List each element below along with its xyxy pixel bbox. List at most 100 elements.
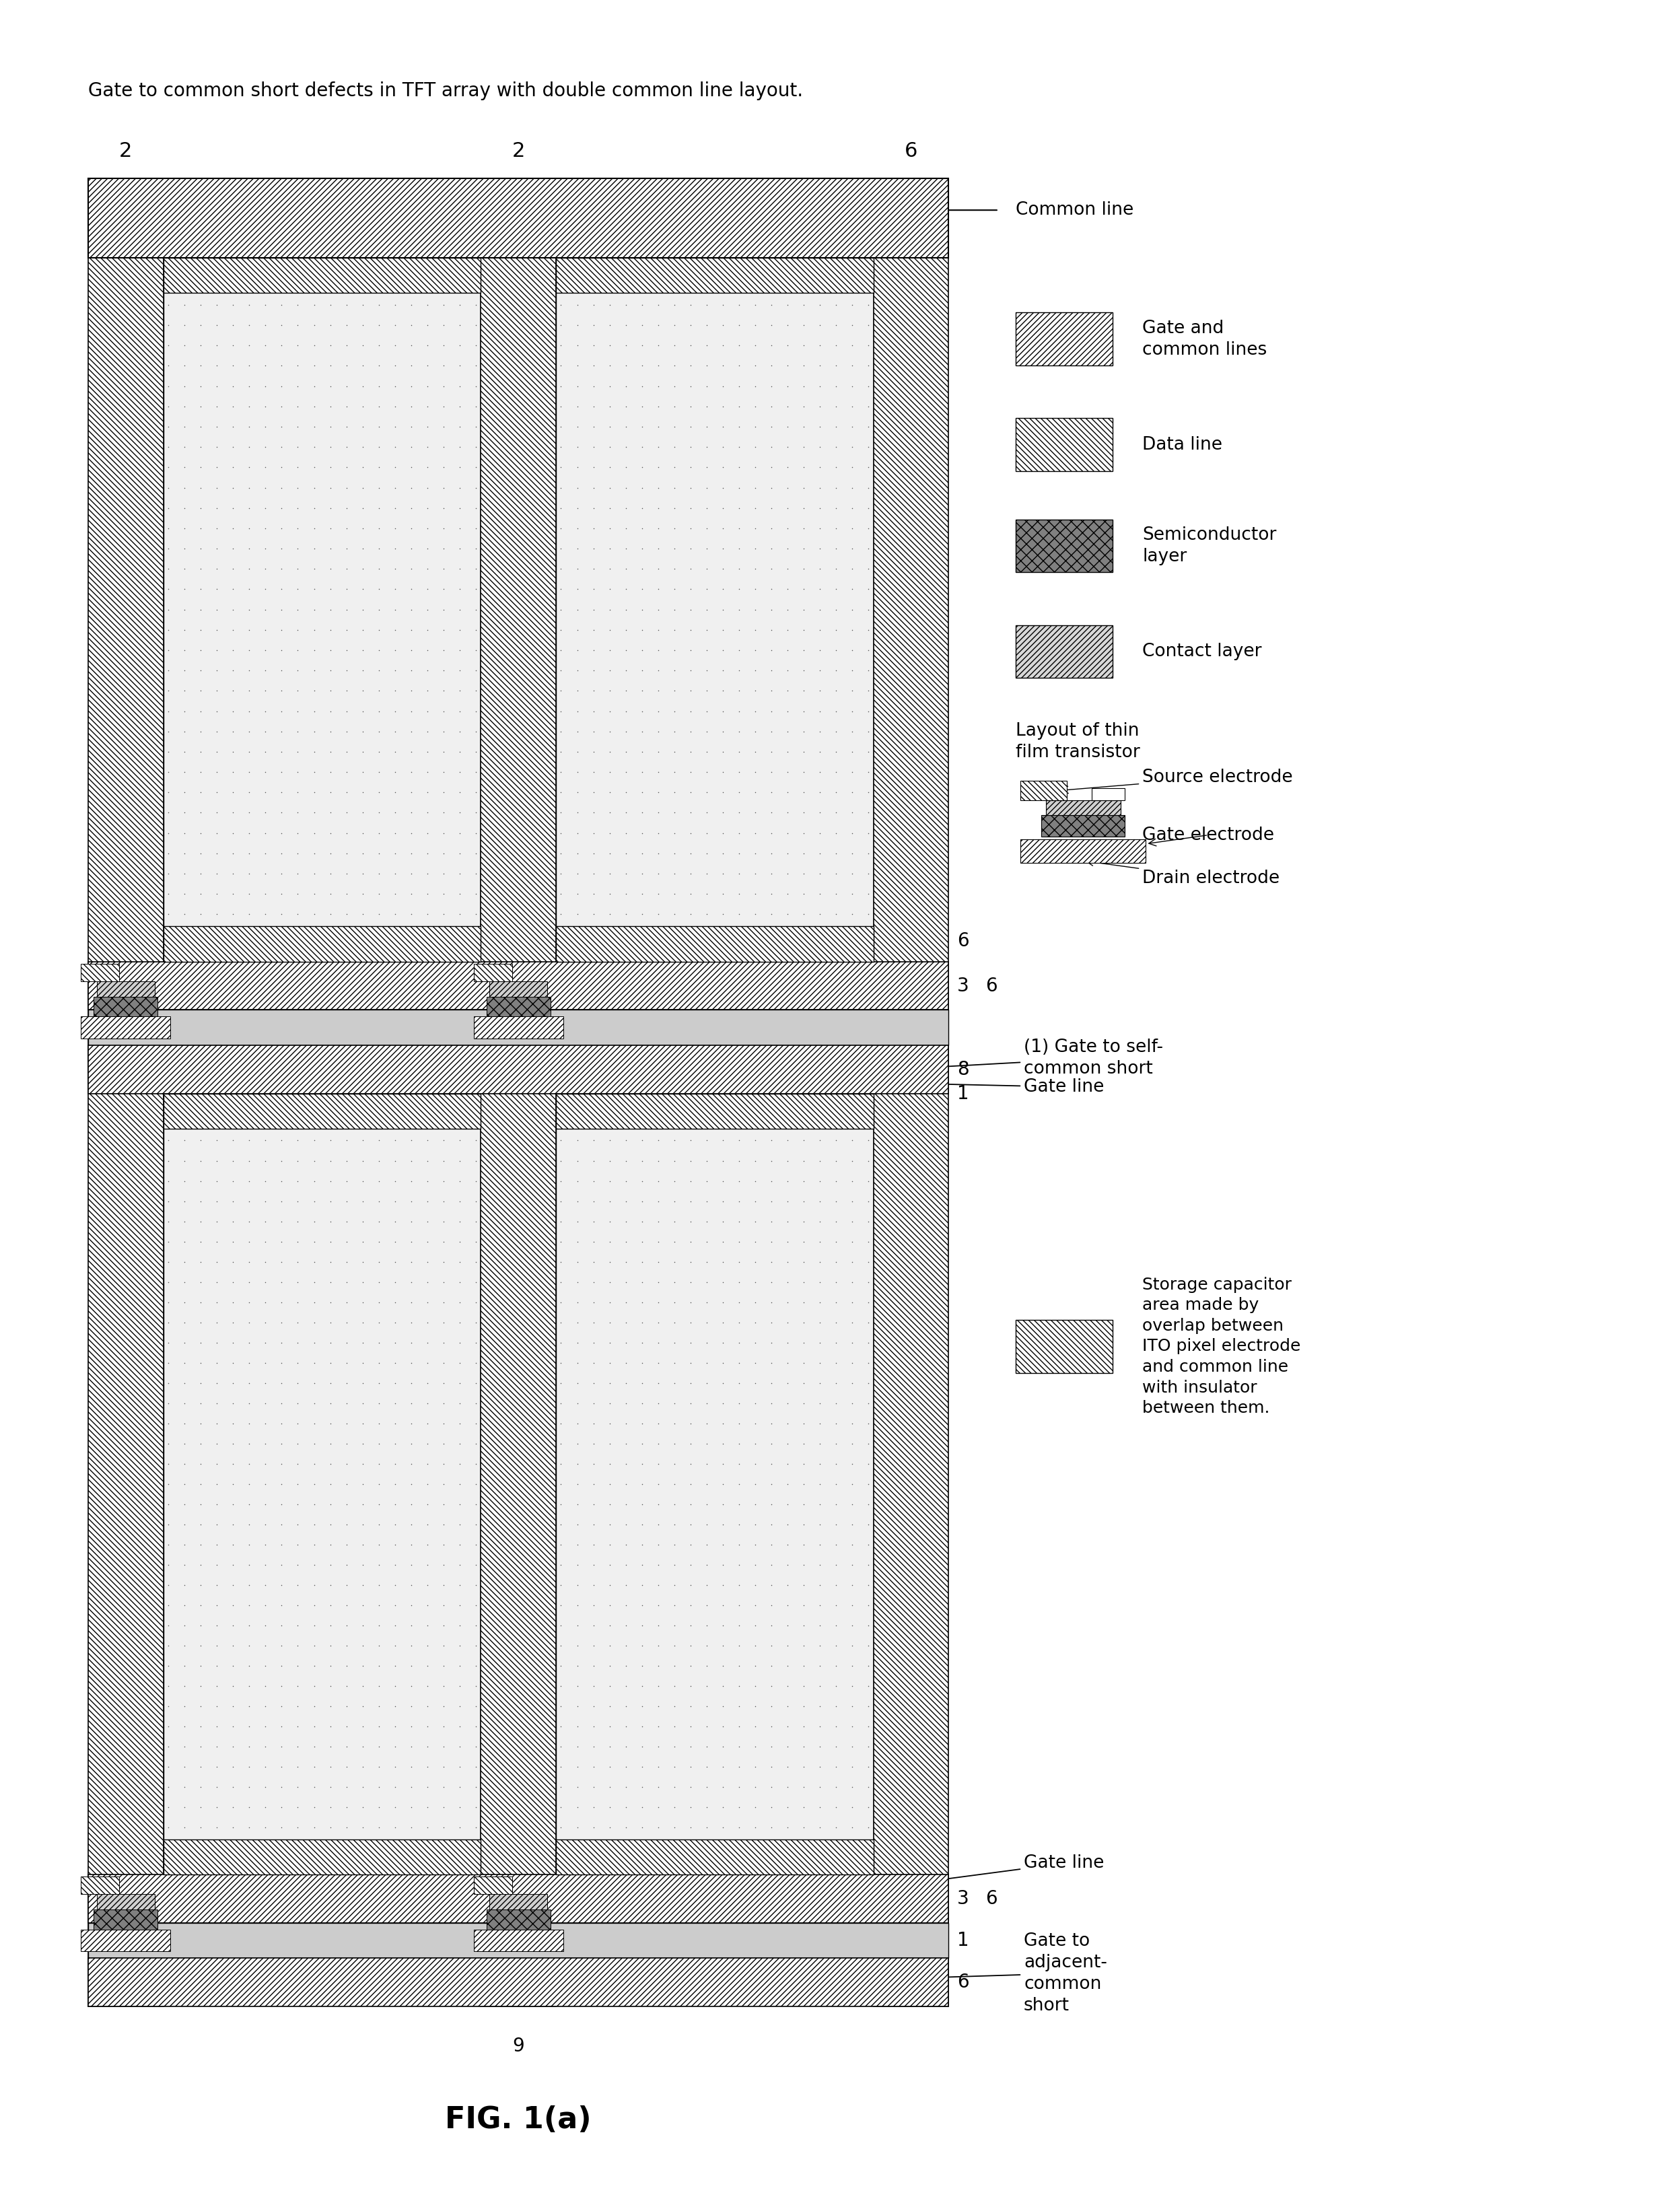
Point xyxy=(726,267,753,303)
Point xyxy=(677,1608,704,1643)
Point xyxy=(220,1809,247,1845)
Point xyxy=(806,1405,833,1440)
Point xyxy=(447,1769,474,1805)
Point xyxy=(203,775,230,811)
Point xyxy=(333,1566,360,1602)
Point xyxy=(318,451,344,486)
Point xyxy=(645,1750,672,1785)
Point xyxy=(564,815,591,850)
Point xyxy=(220,1283,247,1319)
Point xyxy=(855,897,882,932)
Point xyxy=(235,1204,262,1239)
Point xyxy=(269,530,296,566)
Bar xyxy=(89,179,949,258)
Point xyxy=(333,714,360,749)
Point xyxy=(726,1082,753,1118)
Point xyxy=(709,267,736,303)
Point xyxy=(318,1306,344,1341)
Point xyxy=(741,1608,768,1643)
Point xyxy=(430,1425,457,1460)
Point xyxy=(548,1122,575,1158)
Point xyxy=(462,1325,489,1361)
Point xyxy=(235,409,262,444)
Point xyxy=(430,592,457,627)
Point xyxy=(413,1546,440,1582)
Point xyxy=(564,1566,591,1602)
Point xyxy=(430,1710,457,1745)
Point xyxy=(171,1142,198,1177)
Point xyxy=(220,654,247,689)
Point xyxy=(413,1184,440,1219)
Point xyxy=(677,694,704,729)
Point xyxy=(580,775,606,811)
Point xyxy=(365,795,391,831)
Point xyxy=(235,307,262,342)
Point xyxy=(709,1082,736,1118)
Point xyxy=(365,815,391,850)
Point xyxy=(758,937,785,972)
Point xyxy=(284,287,311,323)
Point xyxy=(596,857,623,892)
Point xyxy=(741,674,768,709)
Point xyxy=(365,1405,391,1440)
Point xyxy=(220,1385,247,1420)
Point xyxy=(645,1688,672,1723)
Point xyxy=(612,1425,638,1460)
Point xyxy=(741,369,768,404)
Point xyxy=(838,1425,865,1460)
Point xyxy=(203,1425,230,1460)
Bar xyxy=(1015,1321,1112,1372)
Point xyxy=(806,267,833,303)
Point xyxy=(413,1244,440,1279)
Point xyxy=(596,1588,623,1624)
Point xyxy=(284,917,311,952)
Point xyxy=(349,857,376,892)
Point xyxy=(220,369,247,404)
Bar xyxy=(81,1878,119,1893)
Point xyxy=(398,1164,425,1199)
Point xyxy=(447,612,474,647)
Point xyxy=(564,654,591,689)
Point xyxy=(741,1648,768,1683)
Point xyxy=(741,1244,768,1279)
Point xyxy=(333,1769,360,1805)
Point xyxy=(580,897,606,932)
Point xyxy=(726,592,753,627)
Point xyxy=(220,632,247,667)
Point xyxy=(709,349,736,384)
Point xyxy=(220,897,247,932)
Point xyxy=(855,815,882,850)
Point xyxy=(596,654,623,689)
Point xyxy=(269,510,296,546)
Point xyxy=(694,369,721,404)
Point xyxy=(252,530,279,566)
Point xyxy=(677,1082,704,1118)
Bar xyxy=(474,1928,563,1951)
Point xyxy=(855,552,882,588)
Point xyxy=(612,694,638,729)
Point xyxy=(381,897,408,932)
Point xyxy=(333,1447,360,1482)
Point xyxy=(758,1507,785,1542)
Point xyxy=(171,1102,198,1138)
Point xyxy=(677,530,704,566)
Point xyxy=(155,694,181,729)
Point xyxy=(252,733,279,769)
Point xyxy=(171,471,198,506)
Point xyxy=(855,327,882,362)
Point xyxy=(660,1809,687,1845)
Point xyxy=(284,1102,311,1138)
Point xyxy=(548,795,575,831)
Point xyxy=(318,592,344,627)
Point xyxy=(726,1224,753,1259)
Point xyxy=(269,1809,296,1845)
Point xyxy=(660,1507,687,1542)
Point xyxy=(365,1164,391,1199)
Point xyxy=(318,1789,344,1825)
Point xyxy=(430,1487,457,1522)
Point xyxy=(628,327,655,362)
Point xyxy=(628,389,655,424)
Point xyxy=(203,369,230,404)
Point xyxy=(413,409,440,444)
Point xyxy=(333,877,360,912)
